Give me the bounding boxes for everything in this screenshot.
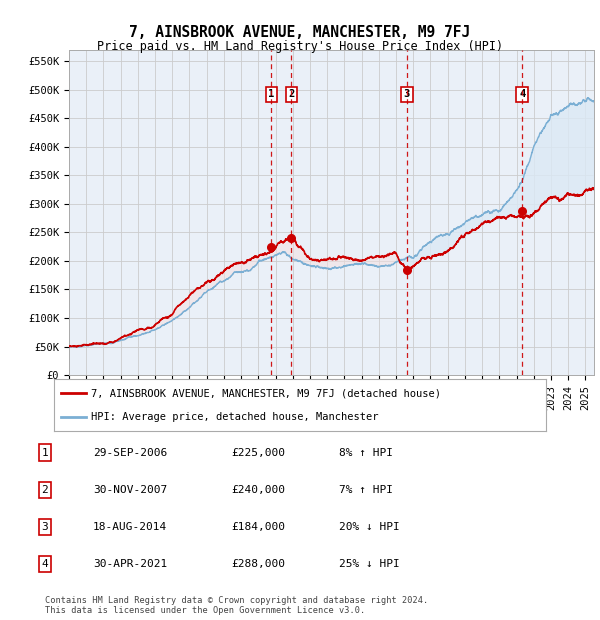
Text: £288,000: £288,000 xyxy=(231,559,285,569)
Text: 4: 4 xyxy=(519,89,526,99)
Text: £240,000: £240,000 xyxy=(231,485,285,495)
Text: Contains HM Land Registry data © Crown copyright and database right 2024.
This d: Contains HM Land Registry data © Crown c… xyxy=(45,596,428,615)
Text: 18-AUG-2014: 18-AUG-2014 xyxy=(93,522,167,532)
Text: 8% ↑ HPI: 8% ↑ HPI xyxy=(339,448,393,458)
Text: 3: 3 xyxy=(404,89,410,99)
Text: 7, AINSBROOK AVENUE, MANCHESTER, M9 7FJ (detached house): 7, AINSBROOK AVENUE, MANCHESTER, M9 7FJ … xyxy=(91,388,441,398)
Text: 2: 2 xyxy=(288,89,295,99)
Text: HPI: Average price, detached house, Manchester: HPI: Average price, detached house, Manc… xyxy=(91,412,379,422)
Text: 7% ↑ HPI: 7% ↑ HPI xyxy=(339,485,393,495)
Text: 3: 3 xyxy=(41,522,49,532)
Text: 1: 1 xyxy=(268,89,274,99)
Text: 29-SEP-2006: 29-SEP-2006 xyxy=(93,448,167,458)
Text: 20% ↓ HPI: 20% ↓ HPI xyxy=(339,522,400,532)
Text: £184,000: £184,000 xyxy=(231,522,285,532)
Text: 1: 1 xyxy=(41,448,49,458)
Text: £225,000: £225,000 xyxy=(231,448,285,458)
Text: 25% ↓ HPI: 25% ↓ HPI xyxy=(339,559,400,569)
Text: 2: 2 xyxy=(41,485,49,495)
Text: 7, AINSBROOK AVENUE, MANCHESTER, M9 7FJ: 7, AINSBROOK AVENUE, MANCHESTER, M9 7FJ xyxy=(130,25,470,40)
Text: 30-NOV-2007: 30-NOV-2007 xyxy=(93,485,167,495)
Text: 30-APR-2021: 30-APR-2021 xyxy=(93,559,167,569)
Text: 4: 4 xyxy=(41,559,49,569)
Text: Price paid vs. HM Land Registry's House Price Index (HPI): Price paid vs. HM Land Registry's House … xyxy=(97,40,503,53)
